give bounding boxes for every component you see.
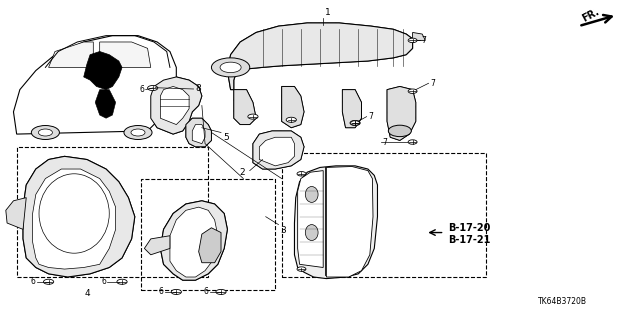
Polygon shape: [161, 86, 189, 124]
Polygon shape: [145, 236, 170, 255]
Circle shape: [172, 289, 181, 294]
Circle shape: [216, 289, 226, 294]
Text: 2: 2: [239, 168, 245, 177]
Polygon shape: [259, 137, 294, 166]
Circle shape: [248, 114, 258, 119]
Text: 7: 7: [368, 112, 372, 121]
Text: B-17-20: B-17-20: [448, 223, 490, 233]
Polygon shape: [234, 90, 256, 124]
Circle shape: [131, 129, 145, 136]
Ellipse shape: [39, 174, 109, 253]
Circle shape: [297, 267, 306, 271]
Text: FR.: FR.: [580, 6, 601, 24]
Text: 7: 7: [383, 137, 387, 146]
Polygon shape: [84, 51, 122, 90]
Polygon shape: [294, 166, 378, 278]
Ellipse shape: [305, 225, 318, 241]
Polygon shape: [192, 124, 205, 144]
Bar: [17, 147, 208, 277]
Polygon shape: [23, 156, 135, 277]
Text: 5: 5: [223, 133, 228, 143]
Circle shape: [124, 125, 152, 139]
Polygon shape: [33, 169, 116, 269]
Text: B-17-21: B-17-21: [448, 235, 490, 246]
Polygon shape: [387, 86, 416, 140]
Circle shape: [408, 140, 417, 144]
Polygon shape: [198, 228, 221, 263]
Circle shape: [220, 62, 241, 73]
Polygon shape: [95, 90, 116, 118]
Text: 6: 6: [159, 287, 164, 296]
Text: 4: 4: [84, 289, 90, 298]
Polygon shape: [326, 167, 373, 277]
Circle shape: [117, 279, 127, 284]
Ellipse shape: [305, 187, 318, 202]
Polygon shape: [151, 77, 202, 134]
Text: 6: 6: [31, 277, 36, 286]
Circle shape: [351, 121, 360, 125]
Circle shape: [297, 172, 306, 176]
Circle shape: [286, 117, 296, 122]
Polygon shape: [342, 90, 362, 128]
Polygon shape: [161, 201, 227, 280]
Circle shape: [388, 125, 412, 137]
Circle shape: [31, 125, 60, 139]
Text: 6: 6: [101, 277, 106, 286]
Text: 1: 1: [325, 8, 331, 17]
Polygon shape: [13, 36, 176, 134]
Polygon shape: [227, 23, 413, 90]
Text: 6: 6: [204, 287, 208, 296]
Polygon shape: [298, 171, 323, 268]
Bar: [282, 153, 486, 277]
Text: 3: 3: [280, 226, 286, 235]
Polygon shape: [413, 33, 426, 41]
Polygon shape: [186, 118, 211, 147]
Circle shape: [408, 38, 417, 43]
Circle shape: [38, 129, 52, 136]
Text: 8: 8: [195, 85, 201, 93]
Polygon shape: [6, 197, 26, 229]
Bar: [141, 179, 275, 290]
Polygon shape: [170, 207, 218, 277]
Polygon shape: [100, 42, 151, 67]
Circle shape: [148, 85, 158, 91]
Circle shape: [408, 89, 417, 93]
Polygon shape: [49, 42, 93, 67]
Text: 7: 7: [430, 79, 435, 88]
Polygon shape: [253, 131, 304, 169]
Text: 7: 7: [421, 36, 426, 45]
Text: TK64B3720B: TK64B3720B: [538, 297, 587, 306]
Circle shape: [211, 58, 250, 77]
Circle shape: [44, 279, 54, 284]
Polygon shape: [282, 86, 304, 128]
Circle shape: [350, 121, 360, 125]
Text: 6: 6: [140, 85, 145, 94]
